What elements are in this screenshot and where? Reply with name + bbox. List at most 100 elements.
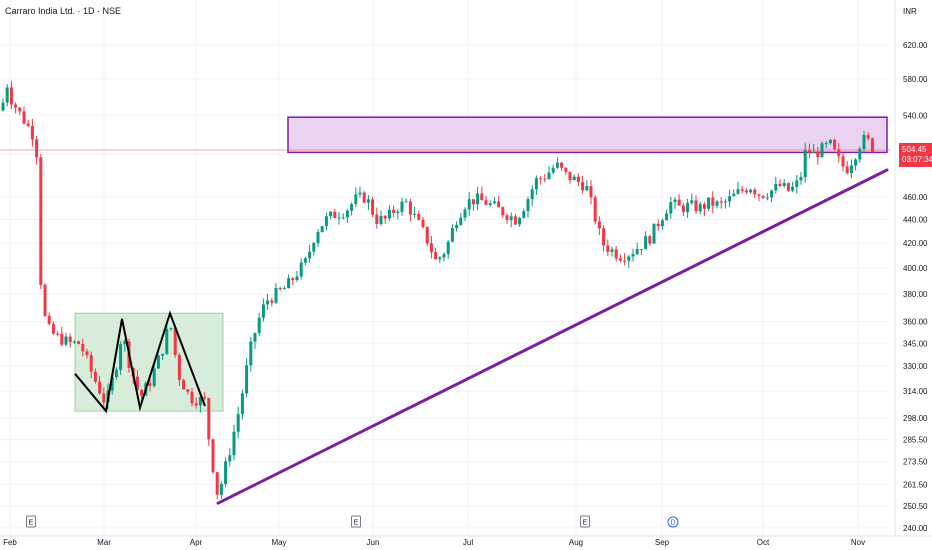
candle [308, 244, 312, 263]
candle-body [555, 162, 559, 168]
candle [1, 98, 5, 112]
candle [261, 298, 265, 322]
candle-body [593, 197, 597, 222]
candle [707, 197, 711, 212]
candle [576, 173, 580, 187]
candle-body [849, 165, 853, 174]
price-axis[interactable]: 620.00580.00540.00500.00460.00440.00420.… [894, 0, 928, 536]
candle [89, 351, 93, 379]
candle-body [669, 202, 673, 214]
candle [400, 197, 404, 216]
candle [686, 198, 690, 218]
candle-body [64, 336, 68, 345]
candle [253, 332, 257, 350]
candle [644, 231, 648, 250]
candle-body [371, 199, 375, 215]
candle [408, 198, 412, 222]
candle-body [207, 398, 211, 440]
candle-body [702, 204, 706, 209]
candle-body [417, 213, 421, 220]
y-tick-label: 250.50 [903, 502, 928, 511]
candle [442, 252, 446, 262]
candle-body [379, 215, 383, 224]
candle [421, 217, 425, 229]
candle [509, 212, 513, 228]
candle-body [303, 258, 307, 263]
range-box [74, 312, 224, 412]
candle-body [681, 205, 685, 213]
candle-body [824, 143, 828, 145]
candle-body [774, 183, 778, 191]
candle-body [753, 189, 757, 195]
candle-body [652, 223, 656, 244]
candle [207, 397, 211, 447]
candle-body [236, 414, 240, 432]
candle-body [274, 287, 278, 303]
candle-body [39, 157, 43, 285]
candle-body [589, 186, 593, 198]
candle [681, 203, 685, 216]
candle [396, 208, 400, 220]
candle [249, 336, 253, 372]
candle-body [387, 209, 391, 219]
candle [85, 348, 89, 359]
candle-body [81, 343, 85, 352]
candle [635, 242, 639, 255]
candle-body [854, 159, 858, 166]
candle-body [488, 203, 492, 205]
candle [114, 367, 118, 380]
candle-body [446, 241, 450, 255]
candle-body [228, 455, 232, 462]
candle [387, 205, 391, 221]
candle-body [186, 389, 190, 392]
candle [522, 208, 526, 219]
time-axis[interactable]: Feb Mar Apr May Jun Jul Aug Sep Oct Nov [0, 535, 932, 547]
candle-body [778, 183, 782, 186]
candle [77, 340, 81, 345]
candle [5, 84, 9, 107]
candle [47, 312, 51, 326]
candle-body [1, 102, 5, 111]
candle [791, 181, 795, 193]
candle [757, 193, 761, 202]
candle-body [396, 211, 400, 213]
candle [295, 270, 299, 283]
candle-body [812, 151, 816, 153]
event-marker-E: E [26, 515, 36, 528]
candle-body [707, 197, 711, 209]
y-tick-label: 298.00 [903, 414, 928, 423]
candle-body [807, 150, 811, 153]
candle [266, 293, 270, 310]
candle [530, 185, 534, 206]
candle-body [320, 226, 324, 233]
candle-body [177, 355, 181, 380]
candle-body [156, 355, 160, 369]
x-tick-label: May [271, 538, 286, 547]
candle [660, 218, 664, 230]
candle-body [618, 258, 622, 261]
candle-body [715, 201, 719, 206]
candle [375, 207, 379, 229]
candle [203, 392, 207, 401]
candle-body [203, 397, 207, 399]
candle [858, 146, 862, 163]
candle [551, 164, 555, 175]
candle-body [98, 381, 102, 394]
candle-body [51, 323, 55, 334]
candle-body [862, 135, 866, 149]
candle-body [89, 355, 93, 372]
candle-body [543, 178, 547, 180]
candle-body [350, 204, 354, 211]
candle [379, 210, 383, 226]
candle [471, 199, 475, 211]
candle-body [551, 167, 555, 173]
candle [190, 388, 194, 407]
candle [677, 194, 681, 206]
candle [72, 340, 76, 344]
candle [828, 139, 832, 145]
candle [782, 179, 786, 188]
candle [26, 119, 30, 128]
candle-body [219, 483, 223, 495]
